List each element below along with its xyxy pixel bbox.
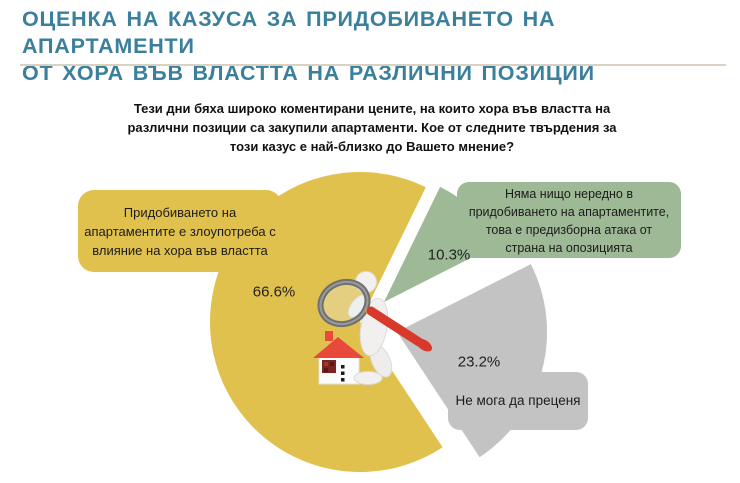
callout-line: влияние на хора във властта <box>92 243 268 258</box>
callout-line: страна на опозицията <box>505 241 633 255</box>
callout-line: това е предизборна атака от <box>485 223 653 237</box>
pie-callout-nothing-wrong: Няма нищо нередно в придобиването на апа… <box>457 182 681 258</box>
callout-line: апартаментите е злоупотреба с <box>84 224 276 239</box>
callout-line: Придобиването на <box>123 205 237 220</box>
callout-line: придобиването на апартаментите, <box>468 205 670 219</box>
survey-question-line: този казус е най-близко до Вашето мнение… <box>229 139 515 154</box>
callout-line: Няма нищо нередно в <box>504 187 633 201</box>
house-icon <box>313 331 364 385</box>
pct-label-cannot-judge: 23.2% <box>457 353 501 371</box>
pie-callout-cannot-judge: Не мога да преценя <box>448 372 588 430</box>
survey-question: Тези дни бяха широко коментирани цените,… <box>92 99 652 156</box>
magnifying-glass-icon <box>317 278 433 352</box>
survey-question-line: Тези дни бяха широко коментирани цените,… <box>133 101 611 116</box>
pct-label-abuse: 66.6% <box>252 283 296 301</box>
inspection-illustration <box>313 271 433 385</box>
pie-callout-abuse: Придобиването на апартаментите е злоупот… <box>78 190 282 272</box>
title-divider <box>20 64 726 66</box>
survey-question-line: различни позиции са закупили апартаменти… <box>127 120 617 135</box>
page-title-line1: ОЦЕНКА НА КАЗУСА ЗА ПРИДОБИВАНЕТО НА АПА… <box>22 7 556 58</box>
pct-label-nothing-wrong: 10.3% <box>427 246 471 264</box>
